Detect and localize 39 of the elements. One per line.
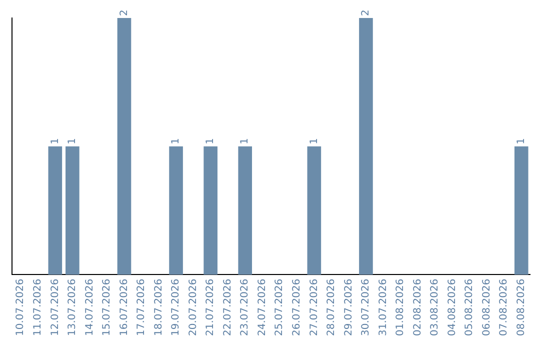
data-label: 1 [50,138,61,144]
x-tick-label: 06.08.2026 [481,278,492,336]
data-label: 1 [205,138,216,144]
x-tick-label: 13.07.2026 [67,278,78,336]
x-tick-label: 02.08.2026 [412,278,424,336]
x-tick-label: 10.07.2026 [15,278,26,336]
x-tick-label: 20.07.2026 [188,278,199,336]
x-tick-label: 07.08.2026 [498,278,510,336]
data-label: 1 [67,138,78,144]
x-tick-label: 25.07.2026 [274,278,286,336]
x-tick-label: 29.07.2026 [343,278,354,336]
x-tick-label: 16.07.2026 [118,278,130,336]
x-tick-label: 05.08.2026 [464,278,476,336]
x-tick-label: 03.08.2026 [430,278,441,336]
data-label: 2 [360,10,372,16]
x-tick-label: 24.07.2026 [256,278,268,336]
x-tick-label: 14.07.2026 [84,278,96,336]
x-tick-label: 31.07.2026 [378,278,389,336]
x-tick-label: 17.07.2026 [136,278,148,336]
x-tick-label: 28.07.2026 [326,278,338,336]
x-tick-label: 12.07.2026 [50,278,61,336]
x-tick-label: 01.08.2026 [395,278,406,336]
x-tick-label: 18.07.2026 [153,278,164,336]
x-tick-label: 11.07.2026 [32,278,44,336]
x-tick-label: 27.07.2026 [308,278,320,336]
x-tick-label: 26.07.2026 [291,278,302,336]
x-tick-label: 15.07.2026 [102,278,113,336]
data-label: 1 [516,138,527,144]
x-tick-label: 08.08.2026 [516,278,527,336]
x-tick-label: 22.07.2026 [222,278,234,336]
x-tick-label: 19.07.2026 [170,278,182,336]
data-label: 1 [308,138,320,144]
data-label: 1 [240,138,251,144]
data-label: 2 [118,10,130,16]
x-tick-label: 04.08.2026 [446,278,458,336]
x-tick-label: 21.07.2026 [205,278,216,336]
x-tick-label: 23.07.2026 [240,278,251,336]
data-label: 1 [170,138,182,144]
x-tick-label: 30.07.2026 [360,278,372,336]
